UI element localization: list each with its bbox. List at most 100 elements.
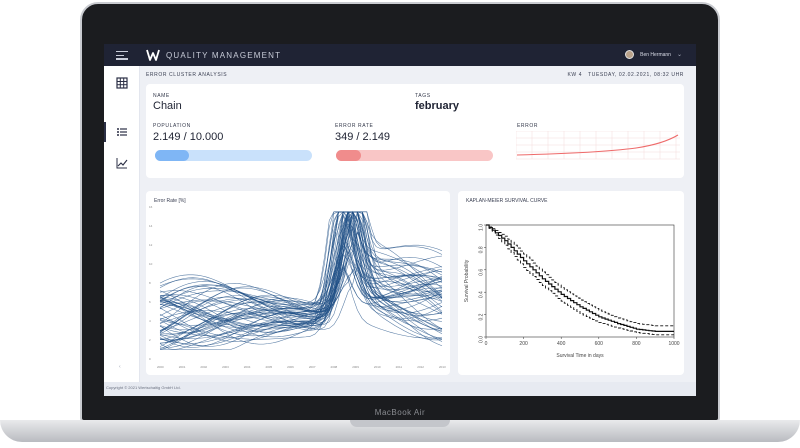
series-line	[159, 216, 443, 334]
x-tick-label: 2005	[265, 365, 272, 369]
user-name: Ben Hermann	[640, 51, 671, 58]
y-tick-label: 6	[149, 300, 151, 304]
app-brand: QUALITY MANAGEMENT	[166, 51, 282, 60]
series-line	[159, 211, 443, 339]
chart-icon[interactable]	[115, 156, 129, 170]
page-title: ERROR CLUSTER ANALYSIS	[146, 72, 228, 78]
error-sparkline	[516, 131, 680, 160]
x-tick-label: 2000	[157, 365, 164, 369]
error-rate-chart-title: Error Rate [%]	[154, 198, 186, 204]
chevron-down-icon: ⌄	[676, 52, 682, 58]
week-label: KW 4	[567, 72, 583, 78]
population-value: 2.149 / 10.000	[153, 131, 224, 143]
top-bar: QUALITY MANAGEMENT Ben Hermann ⌄	[104, 44, 696, 66]
error-rate-line-chart: 16 14 12 10 8 6 4 2 0 2000 2001 2002 2003 2004 2005 200…	[149, 205, 446, 369]
y-tick-label: 0	[149, 357, 151, 361]
survival-chart-title: KAPLAN-MEIER SURVIVAL CURVE	[466, 198, 548, 204]
error-rate-progress-fill	[336, 150, 362, 161]
series-line	[159, 268, 443, 341]
x-tick-label: 1000	[668, 341, 679, 347]
series-line	[159, 245, 443, 335]
user-menu[interactable]: Ben Hermann ⌄	[625, 50, 682, 59]
series-line	[159, 223, 443, 349]
confidence-band-line	[486, 224, 674, 327]
survival-chart-card: KAPLAN-MEIER SURVIVAL CURVE 0 200 400 600 80…	[458, 191, 684, 375]
datetime-label: TUESDAY, 02.02.2021, 08:32 UHR	[588, 72, 684, 78]
series-line	[159, 263, 443, 340]
y-tick-label: 16	[149, 205, 153, 209]
error-rate-progress-bar	[336, 150, 493, 161]
name-label: NAME	[153, 93, 170, 99]
y-tick-label: 0.4	[479, 291, 485, 298]
series-line	[159, 211, 443, 336]
y-tick-label: 0.6	[479, 269, 485, 276]
menu-icon[interactable]	[116, 51, 128, 60]
series-line	[159, 211, 443, 315]
x-tick-label: 2012	[417, 365, 424, 369]
series-line	[160, 264, 443, 350]
x-tick-label: 800	[632, 341, 641, 347]
y-tick-label: 12	[149, 243, 153, 247]
y-tick-label: 8	[149, 281, 151, 285]
plot-frame	[485, 224, 675, 338]
x-tick-label: 2010	[374, 365, 381, 369]
x-tick-label: 2008	[331, 365, 338, 369]
x-tick-label: 600	[595, 341, 604, 347]
series-line	[159, 211, 443, 335]
y-tick-label: 0.2	[479, 313, 485, 320]
error-label: ERROR	[517, 123, 539, 129]
avatar	[625, 50, 635, 59]
series-line	[159, 211, 443, 328]
x-tick-label: 2003	[222, 365, 229, 369]
y-tick-label: 0.8	[479, 246, 485, 253]
series-line	[159, 254, 443, 344]
error-rate-value: 349 / 2.149	[335, 131, 391, 143]
footer-copyright: Copyright © 2021 Wertschaltig GmbH Ltd.	[104, 382, 696, 396]
device-label: MacBook Air	[374, 408, 426, 417]
x-tick-label: 2002	[200, 365, 207, 369]
series-line	[159, 211, 443, 327]
logo-icon	[146, 49, 160, 61]
x-tick-label: 2011	[396, 365, 403, 369]
series-line	[159, 211, 443, 333]
population-label: POPULATION	[153, 123, 191, 129]
series-line	[159, 241, 443, 344]
y-tick-label: 2	[149, 338, 151, 342]
series-line	[159, 211, 443, 305]
survival-curve	[486, 224, 674, 332]
x-tick-label: 2007	[309, 365, 316, 369]
name-value: Chain	[153, 100, 182, 112]
y-tick-label: 4	[149, 319, 151, 323]
kaplan-meier-chart: 0 200 400 600 800 1000 0.0 0.2 0.4 0.6 0.8 1.0 Survi…	[464, 224, 680, 359]
series-line	[159, 242, 443, 333]
population-progress-bar	[155, 150, 312, 161]
info-card: NAME Chain TAGS february POPULATION 2.14…	[146, 84, 684, 178]
y-tick-label: 10	[149, 262, 153, 266]
date-header: KW 4 TUESDAY, 02.02.2021, 08:32 UHR	[567, 72, 684, 78]
y-tick-label: 1.0	[479, 224, 485, 231]
list-icon[interactable]	[115, 125, 129, 139]
series-line	[159, 211, 443, 326]
series-line	[159, 211, 443, 325]
y-tick-label: 0.0	[479, 336, 485, 343]
sidebar: ‹	[104, 66, 140, 382]
tags-value: february	[415, 100, 460, 112]
laptop-notch	[350, 420, 450, 427]
x-tick-label: 2006	[287, 365, 294, 369]
series-line	[159, 250, 443, 350]
table-icon[interactable]	[115, 76, 129, 90]
series-line	[159, 211, 443, 321]
x-tick-label: 2013	[439, 365, 446, 369]
x-tick-label: 2001	[179, 365, 186, 369]
sidebar-active-indicator	[104, 122, 106, 142]
x-axis-label: Survival Time in days	[556, 353, 604, 359]
error-rate-label: ERROR RATE	[335, 123, 374, 129]
series-line	[159, 238, 443, 314]
sidebar-collapse-glyph[interactable]: ‹	[119, 364, 121, 370]
y-axis-label: Survival Probability	[464, 259, 470, 302]
population-progress-fill	[155, 150, 189, 161]
laptop-base	[0, 420, 800, 442]
error-rate-chart-card: Error Rate [%] 16 14 12 10 8 6 4 2 0 2000 2001 2002…	[146, 191, 450, 375]
series-line	[159, 211, 443, 333]
